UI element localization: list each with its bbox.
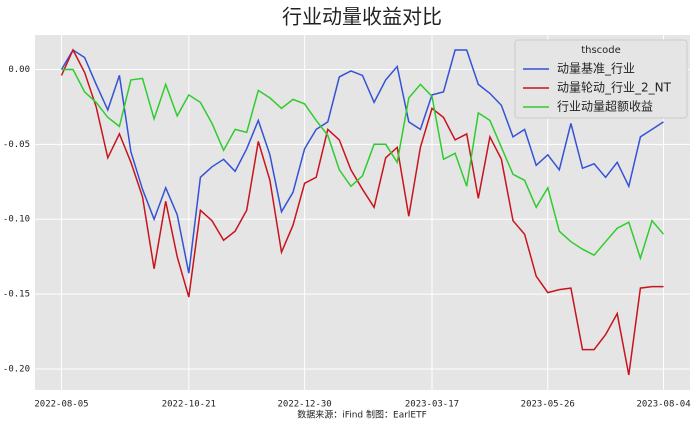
series-line — [60, 48, 664, 274]
x-tick-label: 2023-05-26 — [521, 400, 575, 410]
y-tick-label: -0.05 — [3, 140, 30, 150]
x-tick-label: 2023-03-17 — [405, 400, 459, 410]
y-tick-label: -0.10 — [3, 215, 30, 225]
x-tick-label: 2022-10-21 — [162, 400, 216, 410]
y-tick-label: 0.00 — [8, 65, 30, 75]
series-line — [61, 68, 665, 261]
chart-title: 行业动量收益对比 — [282, 5, 442, 29]
legend-label: 动量基准_行业 — [557, 62, 635, 76]
footer: 数据来源：iFind 制图：EarlETF — [297, 409, 427, 421]
y-tick-label: -0.15 — [3, 290, 30, 300]
legend-title: thscode — [581, 45, 621, 56]
x-tick-label: 2023-08-04 — [636, 400, 690, 410]
series-line — [60, 48, 664, 376]
y-tick-label: -0.20 — [3, 365, 30, 375]
legend-label: 行业动量超额收益 — [557, 99, 653, 114]
x-tick-label: 2022-08-05 — [34, 400, 88, 410]
legend-label: 动量轮动_行业_2_NT — [557, 81, 672, 95]
legend-box — [514, 39, 688, 119]
lines — [60, 48, 665, 376]
x-tick-label: 2022-12-30 — [278, 400, 332, 410]
